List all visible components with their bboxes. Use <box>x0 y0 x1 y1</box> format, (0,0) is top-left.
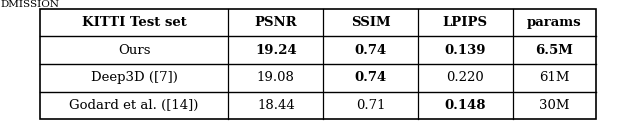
Text: 18.44: 18.44 <box>257 99 294 112</box>
Text: params: params <box>527 16 582 29</box>
Text: PSNR: PSNR <box>255 16 297 29</box>
Text: DMISSION: DMISSION <box>0 0 59 9</box>
Text: Deep3D ([7]): Deep3D ([7]) <box>91 71 177 84</box>
Text: 0.220: 0.220 <box>447 71 484 84</box>
Text: 0.148: 0.148 <box>445 99 486 112</box>
Text: SSIM: SSIM <box>351 16 390 29</box>
Text: 19.24: 19.24 <box>255 44 297 57</box>
Text: 6.5M: 6.5M <box>535 44 573 57</box>
Text: 0.71: 0.71 <box>356 99 385 112</box>
Text: 0.74: 0.74 <box>355 44 387 57</box>
Text: KITTI Test set: KITTI Test set <box>82 16 186 29</box>
Text: 0.139: 0.139 <box>445 44 486 57</box>
Text: 30M: 30M <box>539 99 570 112</box>
Text: 19.08: 19.08 <box>257 71 295 84</box>
Text: Godard et al. ([14]): Godard et al. ([14]) <box>69 99 199 112</box>
Text: 61M: 61M <box>539 71 570 84</box>
Text: 0.74: 0.74 <box>355 71 387 84</box>
Text: Ours: Ours <box>118 44 150 57</box>
Text: LPIPS: LPIPS <box>443 16 488 29</box>
